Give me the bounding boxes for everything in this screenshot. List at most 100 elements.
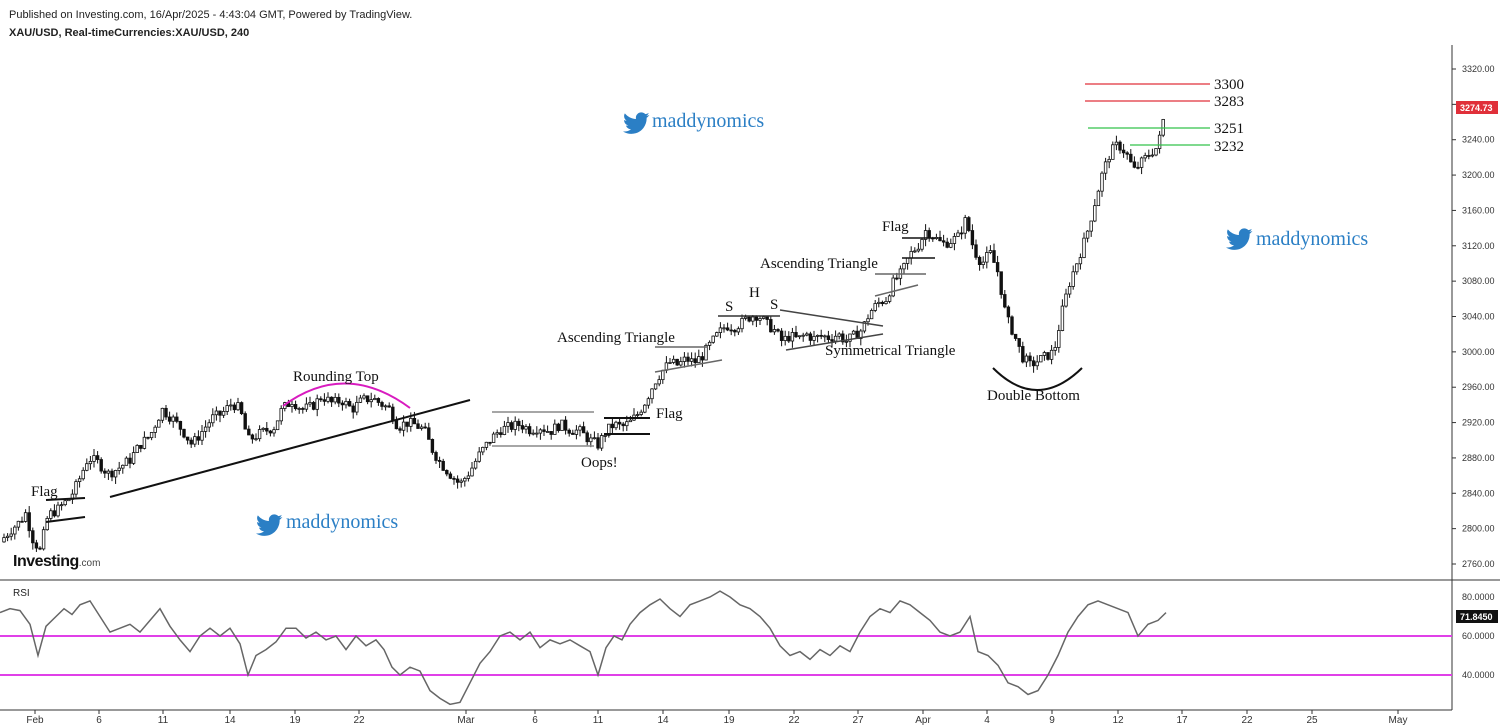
- candle-down: [189, 439, 193, 445]
- candle-up: [477, 451, 481, 462]
- current-price-box: [1456, 101, 1498, 114]
- candle-up: [657, 379, 661, 385]
- candle-down: [178, 420, 183, 430]
- y-tick-label: 2840.00: [1462, 488, 1495, 498]
- candle-up: [905, 257, 910, 264]
- candle-up: [815, 334, 820, 337]
- level-3300-label: 3300: [1214, 77, 1244, 93]
- x-tick-label: 19: [289, 715, 301, 726]
- candle-down: [517, 420, 521, 426]
- watermark-text-1: maddynomics: [652, 110, 764, 132]
- candle-down: [347, 401, 352, 407]
- candle-up: [560, 419, 564, 431]
- candle-down: [434, 452, 438, 461]
- candle-down: [175, 416, 179, 422]
- x-tick-label: 6: [96, 715, 102, 726]
- candle-up: [851, 330, 856, 335]
- candle-up: [801, 334, 805, 337]
- candle-down: [571, 432, 575, 435]
- candle-up: [463, 478, 467, 482]
- candle-up: [985, 252, 989, 263]
- candle-up: [157, 419, 161, 428]
- candle-up: [279, 408, 283, 422]
- candle-up: [1060, 305, 1065, 331]
- candle-up: [981, 261, 985, 265]
- candle-down: [340, 402, 345, 406]
- bird-icon: [623, 112, 650, 134]
- watermark-text-3: maddynomics: [286, 511, 398, 533]
- candle-up: [16, 520, 21, 528]
- oops-label: Oops!: [581, 455, 618, 471]
- candle-up: [531, 432, 535, 435]
- publish-info: Published on Investing.com, 16/Apr/2025 …: [9, 9, 413, 21]
- candle-up: [1096, 190, 1101, 207]
- candle-up: [117, 467, 121, 471]
- ascending-triangle2-label: Ascending Triangle: [760, 256, 878, 272]
- candle-down: [243, 413, 247, 430]
- y-tick-label: 2800.00: [1462, 524, 1495, 534]
- candle-up: [333, 396, 337, 403]
- candle-down: [549, 431, 553, 435]
- candle-down: [563, 419, 568, 431]
- candle-up: [214, 410, 219, 416]
- candle-up: [142, 436, 147, 449]
- candle-up: [589, 437, 593, 443]
- candle-up: [63, 500, 67, 506]
- watermark-3: maddynomics: [256, 511, 398, 536]
- candle-up: [650, 388, 654, 400]
- candle-up: [736, 328, 741, 333]
- candle-down: [499, 432, 503, 435]
- candle-down: [38, 547, 42, 550]
- candle-up: [113, 470, 118, 478]
- candle-up: [535, 432, 539, 435]
- candle-up: [5, 535, 10, 538]
- candle-up: [502, 425, 507, 435]
- y-tick-label: 3240.00: [1462, 135, 1495, 145]
- candle-up: [362, 395, 366, 399]
- candle-up: [1071, 271, 1075, 287]
- candle-down: [841, 333, 845, 343]
- candle-down: [488, 441, 492, 444]
- candle-down: [448, 473, 453, 479]
- candle-up: [1093, 205, 1097, 222]
- flag2-label: Flag: [656, 406, 683, 422]
- candle-up: [1111, 144, 1115, 160]
- candle-up: [484, 441, 489, 448]
- candle-down: [337, 396, 341, 404]
- candle-up: [200, 431, 204, 441]
- candle-up: [902, 263, 906, 270]
- candle-up: [409, 417, 413, 427]
- candle-up: [513, 420, 517, 430]
- candle-down: [265, 427, 269, 432]
- candle-down: [185, 436, 190, 441]
- candle-down: [218, 410, 222, 416]
- candle-up: [653, 383, 658, 390]
- candle-down: [247, 428, 251, 436]
- candle-up: [358, 397, 363, 403]
- candle-up: [1103, 161, 1108, 174]
- candle-down: [405, 421, 409, 427]
- candle-up: [1053, 347, 1057, 351]
- candle-down: [567, 429, 571, 434]
- candle-up: [171, 416, 175, 422]
- candle-up: [707, 341, 712, 346]
- candle-up: [628, 419, 633, 423]
- candle-down: [311, 402, 316, 410]
- candle-up: [1154, 148, 1158, 156]
- double-bottom-arc: [992, 367, 1083, 391]
- candle-down: [394, 420, 399, 430]
- candle-up: [326, 396, 330, 402]
- candle-down: [754, 316, 759, 321]
- candle-up: [221, 411, 226, 416]
- asc-tri1-bottom: [654, 359, 723, 373]
- candle-up: [1039, 355, 1043, 363]
- asc-tri2-bottom: [874, 284, 919, 297]
- candle-up: [643, 404, 647, 413]
- candle-down: [938, 237, 942, 242]
- candle-up: [495, 432, 499, 435]
- investing-logo: Investing.com: [13, 553, 101, 570]
- candle-up: [2, 537, 6, 543]
- x-tick-label: 4: [984, 715, 990, 726]
- candle-up: [369, 399, 373, 403]
